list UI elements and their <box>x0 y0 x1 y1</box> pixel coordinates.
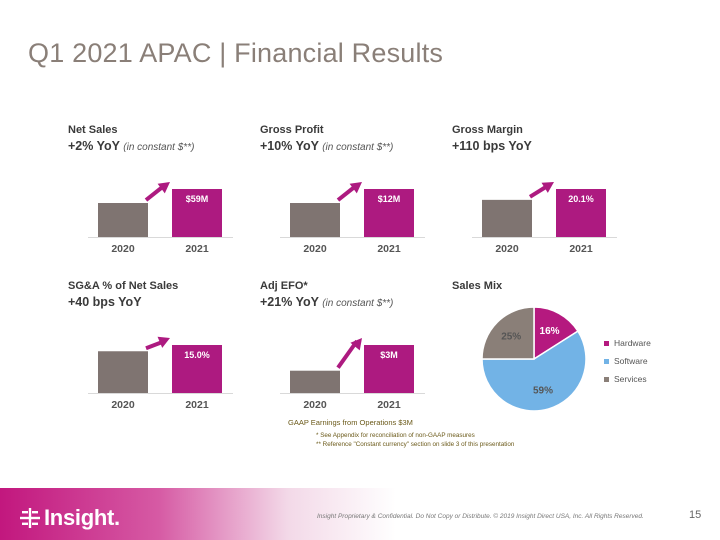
metric-growth: +21% YoY <box>260 295 319 309</box>
bar-2021 <box>172 345 222 393</box>
bar-2021 <box>364 189 414 237</box>
bar-2021 <box>556 189 606 237</box>
tick-label: 2021 <box>377 399 401 411</box>
legend-swatch <box>604 359 609 365</box>
tick-label: 2021 <box>185 399 209 411</box>
metric-growth: +40 bps YoY <box>68 295 142 309</box>
growth-arrow-head <box>350 338 362 351</box>
bar-2020 <box>290 370 340 393</box>
pie-label: 59% <box>533 385 553 396</box>
metric-label: Gross Profit <box>260 124 324 136</box>
metric-label: Adj EFO* <box>260 280 308 292</box>
tick-label: 2020 <box>111 399 135 411</box>
growth-arrow-head <box>541 182 554 193</box>
data-label: 20.1% <box>568 194 594 204</box>
legend-item-hardware: Hardware <box>604 338 651 356</box>
data-label: $3M <box>380 350 398 360</box>
bar-2021 <box>364 345 414 393</box>
metric-value: +110 bps YoY <box>452 139 532 153</box>
sales-mix-pie: 16% 59% 25% <box>481 306 587 412</box>
legend-item-software: Software <box>604 356 651 374</box>
metric-note: (in constant $**) <box>322 142 394 153</box>
tick-label: 2021 <box>569 243 593 255</box>
logo-dot: . <box>114 505 121 531</box>
legend-label: Services <box>614 374 647 384</box>
bar-2020 <box>290 203 340 237</box>
metric-note: (in constant $**) <box>123 142 195 153</box>
metric-note: (in constant $**) <box>322 298 394 309</box>
metric-growth: +10% YoY <box>260 139 319 153</box>
bar-2020 <box>98 203 148 237</box>
metric-value: +21% YoY (in constant $**) <box>260 295 393 309</box>
legend-label: Software <box>614 356 648 366</box>
tick-label: 2021 <box>185 243 209 255</box>
footnote: ** Reference "Constant currency" section… <box>316 440 515 448</box>
footnotes: * See Appendix for reconciliation of non… <box>316 432 514 449</box>
tick-label: 2021 <box>377 243 401 255</box>
gross-profit-chart: 2020 2021 $12M <box>280 182 425 255</box>
bar-2021 <box>172 189 222 237</box>
sales-mix-panel: Sales Mix 16% 59% 25% Hardware Software Se… <box>444 280 684 420</box>
metric-value: +2% YoY (in constant $**) <box>68 139 194 153</box>
insight-logo-icon <box>20 508 40 529</box>
growth-arrow-head <box>157 182 170 194</box>
growth-arrow-head <box>349 182 362 194</box>
metric-growth: +110 bps YoY <box>452 139 532 153</box>
page-number: 15 <box>689 509 702 521</box>
data-label: $12M <box>378 194 401 204</box>
pie-label: 16% <box>540 326 560 337</box>
legend-swatch <box>604 377 609 383</box>
sga-panel: SG&A % of Net Sales +40 bps YoY 2020 2021… <box>60 280 238 420</box>
metric-growth: +2% YoY <box>68 139 120 153</box>
adj-efo-panel: Adj EFO* +21% YoY (in constant $**) 2020… <box>252 280 430 420</box>
metric-label: Gross Margin <box>452 124 523 136</box>
data-label: $59M <box>186 194 209 204</box>
page-title: Q1 2021 APAC | Financial Results <box>28 38 444 68</box>
pie-label: 25% <box>501 332 521 343</box>
gaap-note: GAAP Earnings from Operations $3M <box>288 418 413 427</box>
sales-mix-legend: Hardware Software Services <box>604 338 651 392</box>
data-label: 15.0% <box>184 350 210 360</box>
bar-2020 <box>482 199 532 237</box>
footnote: * See Appendix for reconciliation of non… <box>316 432 475 439</box>
footer-band <box>0 488 720 540</box>
gross-margin-panel: Gross Margin +110 bps YoY 2020 2021 20.1% <box>444 124 622 264</box>
pie-slice-services <box>481 306 535 360</box>
gross-profit-panel: Gross Profit +10% YoY (in constant $**) … <box>252 124 430 264</box>
legend-item-services: Services <box>604 374 651 392</box>
metric-label: Sales Mix <box>452 280 503 292</box>
insight-logo: Insight. <box>20 504 120 531</box>
legend-label: Hardware <box>614 338 651 348</box>
tick-label: 2020 <box>111 243 135 255</box>
legend-swatch <box>604 341 609 347</box>
sga-chart: 2020 2021 15.0% <box>88 336 233 411</box>
pie-slice-software <box>481 330 587 412</box>
metric-label: Net Sales <box>68 124 118 136</box>
tick-label: 2020 <box>303 243 327 255</box>
pie-slice-hardware <box>533 306 579 361</box>
tick-label: 2020 <box>495 243 519 255</box>
growth-arrow-head <box>157 336 170 348</box>
metric-label: SG&A % of Net Sales <box>68 280 179 292</box>
net-sales-panel: Net Sales +2% YoY (in constant $**) 2020… <box>60 124 238 264</box>
logo-text: Insight <box>44 505 115 531</box>
metric-value: +40 bps YoY <box>68 295 142 309</box>
tick-label: 2020 <box>303 399 327 411</box>
bar-2020 <box>98 351 148 393</box>
net-sales-chart: 2020 2021 $59M <box>88 182 233 255</box>
disclaimer: Insight Proprietary & Confidential. Do N… <box>317 513 644 520</box>
adj-efo-chart: 2020 2021 $3M <box>280 338 425 411</box>
gross-margin-chart: 2020 2021 20.1% <box>472 182 617 255</box>
metric-value: +10% YoY (in constant $**) <box>260 139 393 153</box>
